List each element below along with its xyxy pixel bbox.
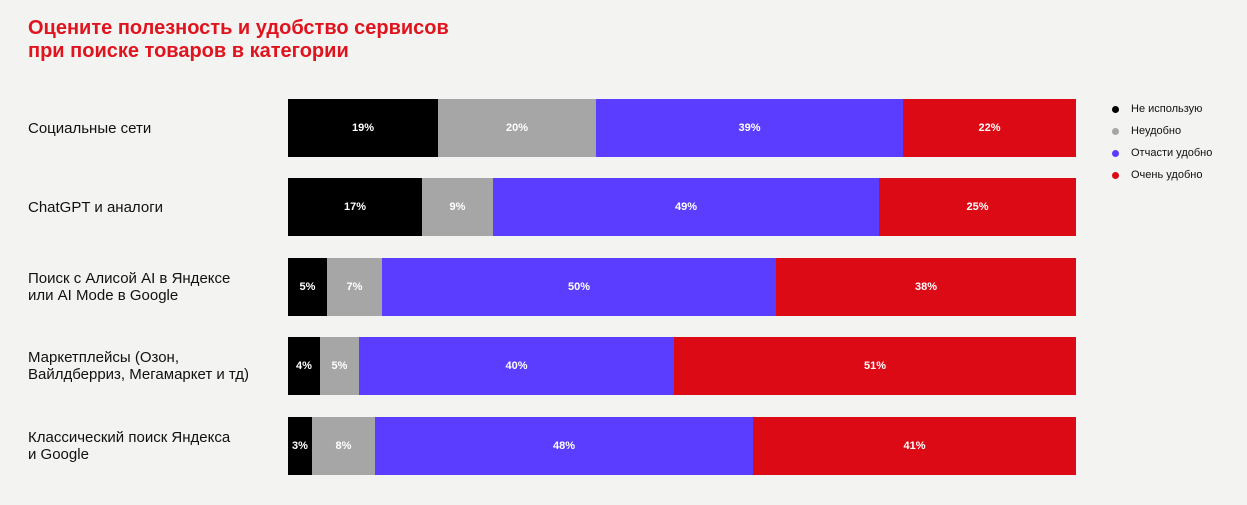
category-label-line: Вайлдберриз, Мегамаркет и тд) (28, 366, 250, 383)
bar-segment-not-used: 5% (288, 258, 327, 316)
bar-segment-partly-convenient: 40% (359, 337, 674, 395)
bar-segment-inconvenient: 5% (320, 337, 359, 395)
legend-swatch (1112, 171, 1119, 179)
category-label-line: Классический поиск Яндекса (28, 429, 231, 446)
legend-label: Отчасти удобно (1131, 147, 1213, 159)
bar-value-label: 8% (335, 440, 352, 452)
bar-segment-partly-convenient: 50% (382, 258, 776, 316)
bar-value-label: 7% (346, 281, 363, 293)
chart-title-line-2: при поиске товаров в категории (28, 40, 349, 62)
bar-segment-inconvenient: 7% (327, 258, 382, 316)
legend-item-inconvenient: Неудобно (1112, 120, 1242, 142)
bar-segment-inconvenient: 20% (438, 99, 596, 157)
bar-value-label: 9% (449, 201, 466, 213)
legend-swatch (1112, 149, 1119, 157)
legend-item-partly-convenient: Отчасти удобно (1112, 142, 1242, 164)
bar-value-label: 5% (299, 281, 316, 293)
chart-title: Оцените полезность и удобство сервисов п… (28, 17, 648, 63)
bar-value-label: 48% (552, 440, 576, 452)
category-label: Классический поиск Яндекса и Google (28, 417, 278, 475)
category-label: Поиск с Алисой AI в Яндексе или AI Mode в… (28, 258, 278, 316)
bar-value-label: 19% (351, 122, 375, 134)
stacked-bar: 4% 5% 40% 51% (288, 337, 1076, 395)
bar-value-label: 17% (343, 201, 367, 213)
category-label-line: ChatGPT и аналоги (28, 198, 164, 216)
stacked-bar: 5% 7% 50% 38% (288, 258, 1076, 316)
bar-segment-not-used: 19% (288, 99, 438, 157)
bar-value-label: 38% (914, 281, 938, 293)
bar-segment-not-used: 3% (288, 417, 312, 475)
stacked-bar: 3% 8% 48% 41% (288, 417, 1076, 475)
category-label-line: или AI Mode в Google (28, 287, 179, 304)
bar-segment-very-convenient: 51% (674, 337, 1076, 395)
legend-label: Не использую (1131, 103, 1203, 115)
stacked-bar: 19% 20% 39% 22% (288, 99, 1076, 157)
bar-segment-very-convenient: 38% (776, 258, 1076, 316)
category-label-line: Социальные сети (28, 119, 152, 137)
bar-value-label: 4% (296, 360, 312, 372)
legend-item-very-convenient: Очень удобно (1112, 164, 1242, 186)
bar-value-label: 22% (978, 122, 1001, 134)
bar-value-label: 50% (567, 281, 591, 293)
bar-value-label: 51% (863, 360, 887, 372)
legend-swatch (1112, 105, 1119, 113)
category-label-line: Маркетплейсы (Озон, (28, 349, 180, 366)
bar-value-label: 41% (903, 440, 926, 452)
legend-label: Неудобно (1131, 125, 1182, 137)
category-label: Социальные сети (28, 99, 278, 157)
bar-segment-very-convenient: 25% (879, 178, 1076, 236)
legend-item-not-used: Не использую (1112, 98, 1242, 120)
bar-segment-partly-convenient: 39% (596, 99, 903, 157)
bar-segment-not-used: 17% (288, 178, 422, 236)
bar-segment-very-convenient: 41% (753, 417, 1076, 475)
bar-value-label: 40% (505, 360, 528, 372)
bar-segment-inconvenient: 8% (312, 417, 375, 475)
legend-swatch (1112, 127, 1119, 135)
category-label-line: Поиск с Алисой AI в Яндексе (28, 270, 231, 287)
category-label: Маркетплейсы (Озон, Вайлдберриз, Мегамарк… (28, 337, 278, 395)
bar-value-label: 49% (674, 201, 698, 213)
category-label-line: и Google (28, 446, 89, 463)
bar-value-label: 5% (331, 360, 348, 372)
legend-label: Очень удобно (1131, 169, 1203, 181)
bar-value-label: 20% (505, 122, 529, 134)
bar-segment-partly-convenient: 48% (375, 417, 753, 475)
bar-value-label: 3% (292, 440, 308, 452)
bar-segment-not-used: 4% (288, 337, 320, 395)
bar-segment-very-convenient: 22% (903, 99, 1076, 157)
legend: Не использую Неудобно Отчасти удобно Оче… (1112, 98, 1242, 186)
bar-value-label: 25% (966, 201, 989, 213)
category-label: ChatGPT и аналоги (28, 178, 278, 236)
bar-value-label: 39% (738, 122, 761, 134)
chart-title-line-1: Оцените полезность и удобство сервисов (28, 17, 449, 39)
bar-segment-partly-convenient: 49% (493, 178, 879, 236)
bar-segment-inconvenient: 9% (422, 178, 493, 236)
stacked-bar: 17% 9% 49% 25% (288, 178, 1076, 236)
